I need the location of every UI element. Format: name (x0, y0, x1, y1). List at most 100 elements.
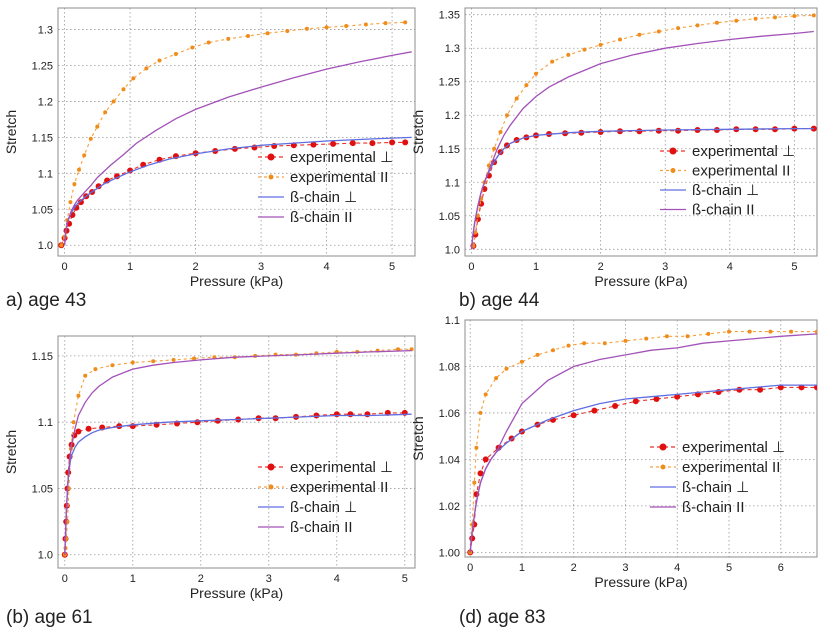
legend-label: experimental II (290, 169, 388, 186)
panel-age-61: 0 1 2 3 4 5 1.0 1.05 1.1 1.15 Pressure (kPa) Stretc… (3, 335, 416, 628)
y-tick-label: 1.2 (38, 96, 53, 108)
data-point (192, 356, 196, 361)
legend-label: ß-chain II (290, 519, 353, 536)
y-tick-label: 1.1 (38, 417, 53, 429)
data-point (473, 230, 478, 235)
x-tick-label: 2 (598, 261, 604, 273)
x-tick-label: 0 (468, 261, 474, 273)
data-point (747, 329, 752, 334)
data-point (475, 213, 480, 218)
data-point (706, 331, 711, 336)
data-point (226, 36, 231, 41)
legend-marker (268, 484, 274, 490)
data-point (131, 76, 136, 81)
series-line-4 (64, 349, 412, 555)
data-point (815, 329, 817, 334)
data-point (734, 18, 739, 23)
data-point (524, 83, 529, 88)
data-point (653, 396, 660, 402)
y-axis-label: Stretch (410, 110, 426, 154)
data-point (798, 384, 805, 391)
y-tick-label: 1.05 (32, 204, 53, 216)
data-point (676, 26, 681, 31)
x-tick-label: 1 (519, 562, 525, 574)
y-tick-label: 1.3 (38, 25, 53, 37)
series-line-1 (64, 412, 405, 555)
data-point (582, 341, 587, 346)
data-point (483, 392, 488, 397)
x-tick-label: 3 (266, 573, 272, 585)
y-tick-label: 1.08 (439, 361, 460, 373)
data-point (674, 393, 681, 400)
data-point (777, 384, 784, 391)
data-point (757, 386, 764, 393)
series-line-2 (64, 348, 412, 555)
data-point (811, 13, 816, 18)
data-point (727, 329, 731, 334)
data-point (753, 16, 758, 21)
data-point (623, 338, 628, 343)
series-line-1 (60, 141, 406, 246)
data-point (685, 334, 690, 339)
y-axis-label: Stretch (3, 110, 19, 154)
data-point (88, 136, 93, 141)
data-point (472, 480, 477, 485)
data-point (206, 40, 211, 45)
x-tick-label: 4 (727, 261, 733, 273)
y-tick-label: 1.04 (439, 454, 460, 466)
panel-age-43: 0 1 2 3 4 5 1.0 1.05 1.1 1.15 1.2 1.25 1.3 Pressure (… (3, 7, 416, 311)
plot-frame (464, 319, 818, 558)
y-tick-label: 1.06 (439, 408, 460, 420)
data-point (504, 366, 509, 371)
data-point (310, 141, 317, 148)
data-point (75, 428, 82, 435)
x-tick-label: 5 (791, 261, 797, 273)
legend-marker (660, 464, 666, 470)
plot-frame (57, 335, 416, 569)
series-line-4 (470, 30, 814, 250)
legend-marker (267, 153, 275, 161)
legend-label: experimental ⊥ (290, 459, 393, 476)
data-point (591, 407, 598, 414)
data-point (498, 130, 503, 134)
data-point (111, 99, 116, 104)
y-tick-label: 1.15 (439, 144, 460, 156)
panel-caption: b) age 44 (459, 290, 540, 311)
panel-caption: a) age 43 (6, 290, 86, 311)
data-point (814, 384, 817, 391)
y-tick-label: 1.25 (32, 61, 53, 73)
legend-marker (659, 443, 667, 451)
data-point (103, 110, 108, 115)
y-tick-label: 1.25 (439, 77, 460, 89)
data-point (347, 411, 354, 418)
x-tick-label: 4 (324, 261, 330, 273)
data-point (768, 329, 773, 334)
data-point (265, 31, 270, 36)
data-point (612, 403, 619, 409)
data-point (474, 445, 479, 450)
y-tick-label: 1.0 (38, 550, 53, 562)
data-point (396, 347, 400, 352)
data-point (85, 425, 92, 432)
data-point (773, 15, 777, 20)
legend-label: experimental ⊥ (290, 149, 393, 166)
y-tick-label: 1.05 (32, 483, 53, 495)
data-point (656, 29, 661, 34)
data-point (190, 45, 195, 50)
data-point (636, 128, 643, 135)
x-axis-label: Pressure (kPa) (190, 585, 283, 601)
data-point (637, 32, 642, 37)
data-point (551, 348, 555, 353)
data-point (364, 411, 371, 418)
data-point (632, 398, 639, 405)
y-tick-label: 1.1 (38, 168, 53, 180)
x-axis-label: Pressure (kPa) (594, 273, 687, 289)
legend-label: experimental II (682, 459, 780, 476)
legend-label: ß-chain II (692, 202, 755, 219)
data-point (695, 23, 700, 28)
data-point (171, 357, 176, 362)
data-point (602, 341, 607, 346)
data-point (72, 182, 77, 187)
y-tick-label: 1.1 (445, 315, 460, 327)
y-tick-label: 1.05 (439, 211, 460, 223)
